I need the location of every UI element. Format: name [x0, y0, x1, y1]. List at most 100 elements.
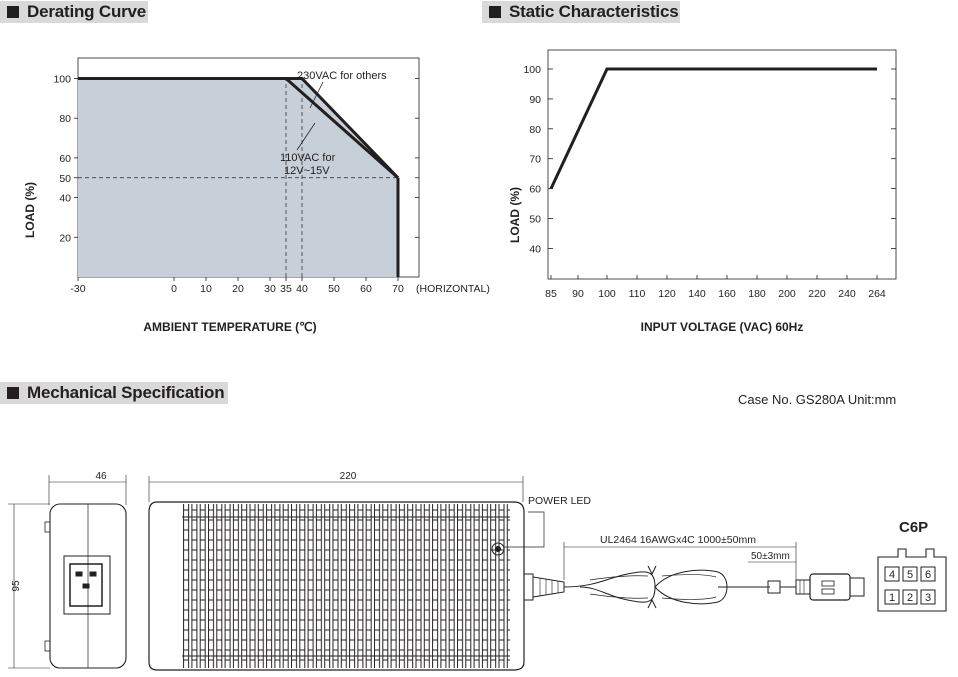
side-foot	[44, 640, 51, 652]
y-tick-label: 60	[529, 184, 541, 196]
annotation-110vac: 110VAC for	[280, 152, 336, 164]
x-tick-label: 120	[658, 288, 676, 300]
strain-relief-taper	[532, 576, 565, 598]
bullet-square-icon	[7, 387, 19, 399]
derating-header: Derating Curve	[0, 1, 148, 23]
static-header: Static Characteristics	[482, 1, 680, 23]
x-tick-label: 60	[360, 283, 372, 295]
pin-number: 5	[907, 569, 913, 581]
y-tick-label: 100	[523, 64, 541, 76]
pin-cell	[920, 566, 936, 582]
annotation-230vac: 230VAC for others	[297, 70, 387, 82]
cable-end-label: 50±3mm	[751, 551, 790, 562]
pinout-housing	[877, 548, 947, 612]
x-tick-label: 35	[280, 283, 292, 295]
pin-number: 2	[907, 592, 913, 604]
pin-number: 4	[889, 569, 895, 581]
x-tick-label: 30	[264, 283, 276, 295]
inlet-pin	[75, 571, 83, 577]
y-tick-label: 20	[59, 232, 71, 244]
ac-inlet-socket	[69, 563, 103, 607]
cable-coil	[563, 571, 656, 603]
pin-number: 3	[925, 592, 931, 604]
case-info: Case No. GS280A Unit:mm	[738, 392, 897, 407]
mechanical-drawing: 46 95 220 POWER LED	[8, 471, 947, 671]
y-tick-label: 80	[529, 124, 541, 136]
power-led-leader	[504, 511, 545, 548]
x-tick-label: 70	[392, 283, 404, 295]
y-tick-label: 90	[529, 94, 541, 106]
y-tick-label: 60	[59, 153, 71, 165]
y-axis-label: LOAD (%)	[23, 182, 37, 238]
dim-height-label: 95	[11, 580, 22, 592]
plot-frame	[547, 49, 897, 280]
strain-relief	[523, 573, 534, 601]
inlet-pin	[82, 583, 90, 589]
x-tick-label: 85	[545, 288, 557, 300]
x-tick-label: 264	[868, 288, 886, 300]
dim-length-label: 220	[340, 471, 357, 482]
inlet-pin	[89, 571, 97, 577]
pin-cell	[920, 589, 936, 605]
derating-chart: -30 0 10 20 30 35 40 50 60 70 20 40 50 60 80 100 (HORIZ…	[23, 57, 490, 334]
derating-title: Derating Curve	[27, 2, 147, 21]
dim-width-label: 46	[95, 471, 107, 482]
x-tick-label: 240	[838, 288, 856, 300]
connector-type-label: C6P	[899, 519, 928, 536]
x-tick-label: 180	[748, 288, 766, 300]
bullet-square-icon	[7, 6, 19, 18]
pin-cell	[884, 589, 900, 605]
power-led-center	[495, 546, 501, 552]
y-tick-label: 100	[53, 74, 71, 86]
y-tick-label: 70	[529, 154, 541, 166]
y-tick-label: 50	[59, 173, 71, 185]
cable-coil	[654, 569, 728, 605]
connector-pin	[821, 588, 835, 595]
cable-coil-inner	[589, 575, 649, 599]
top-view-outline	[148, 501, 525, 671]
mechanical-title: Mechanical Specification	[27, 383, 225, 402]
cable-label: UL2464 16AWGx4C 1000±50mm	[600, 534, 756, 546]
x-axis-label: INPUT VOLTAGE (VAC) 60Hz	[641, 320, 804, 334]
y-tick-label: 40	[59, 193, 71, 205]
x-tick-label: 200	[778, 288, 796, 300]
series-line-110vac	[78, 77, 399, 179]
x-tick-label: 110	[629, 288, 646, 300]
static-title: Static Characteristics	[509, 2, 679, 21]
pin-cell	[884, 566, 900, 582]
x-tick-label: 100	[598, 288, 616, 300]
x-tick-label: 90	[572, 288, 584, 300]
pin-cell	[902, 566, 918, 582]
connector-housing	[809, 573, 851, 601]
x-tick-label: 140	[688, 288, 706, 300]
mechanical-header: Mechanical Specification	[0, 382, 228, 404]
cable-coil-inner	[661, 574, 717, 600]
pin-cell	[902, 589, 918, 605]
annotation-leader	[296, 122, 316, 151]
side-foot	[44, 521, 51, 533]
x-tick-label: 50	[328, 283, 340, 295]
connector-pin	[821, 580, 835, 587]
bullet-square-icon	[489, 6, 501, 18]
pin-number: 1	[889, 592, 895, 604]
connector-boot	[795, 579, 811, 595]
annotation-12v15v: 12V~15V	[284, 165, 330, 177]
x-tick-label: 40	[296, 283, 308, 295]
x-tick-label: 160	[718, 288, 736, 300]
y-tick-label: 40	[529, 243, 541, 255]
derating-area	[78, 78, 398, 277]
heatsink-fins	[182, 504, 510, 668]
x-tick-label: 10	[200, 283, 212, 295]
y-tick-label: 80	[59, 113, 71, 125]
connector-latch	[850, 577, 865, 597]
cable-tie	[647, 565, 657, 609]
static-chart: 85 90 100 110 120 140 160 180 200 220 240 264 40 50 60…	[508, 49, 897, 334]
y-tick-label: 50	[529, 214, 541, 226]
pin-number: 6	[925, 569, 931, 581]
x-tick-label: -30	[70, 283, 85, 295]
x-axis-note: (HORIZONTAL)	[416, 283, 490, 295]
x-tick-label: 0	[171, 283, 177, 295]
power-led-icon	[491, 542, 505, 556]
x-axis-label: AMBIENT TEMPERATURE (℃)	[143, 320, 316, 334]
